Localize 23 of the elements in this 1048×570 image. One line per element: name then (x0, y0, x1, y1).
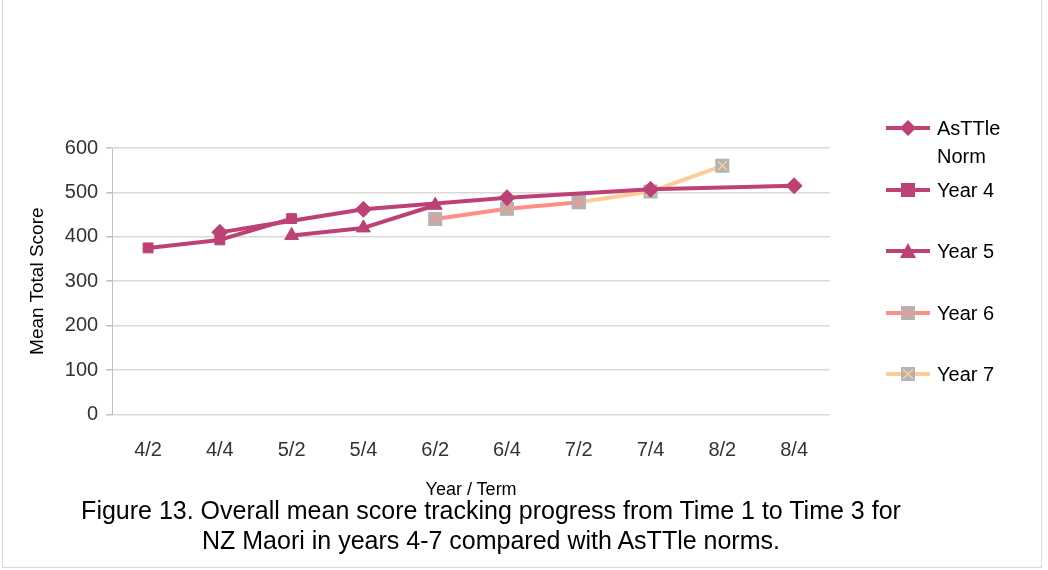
x-tick-label: 7/2 (564, 437, 593, 460)
legend-label: Year 7 (937, 362, 996, 387)
x-tick-label: 4/4 (205, 437, 234, 460)
y-tick-label: 500 (64, 179, 99, 202)
legend-label: AsTTle Norm (937, 116, 1002, 169)
x-tick-label: 5/4 (349, 437, 378, 460)
y-tick-label: 200 (64, 313, 99, 336)
legend-label: Year 6 (937, 300, 996, 326)
x-tick-label: 8/2 (708, 437, 737, 460)
x-tick-label: 4/2 (134, 437, 162, 460)
legend-label: Year 4 (937, 177, 996, 203)
y-tick-label: 300 (64, 268, 99, 291)
y-tick-label: 100 (64, 357, 99, 380)
y-tick-label: 400 (64, 224, 99, 247)
x-tick-label: 5/2 (277, 437, 306, 460)
x-tick-label: 6/2 (421, 437, 450, 460)
y-tick-label: 0 (87, 401, 99, 424)
y-axis-title: Mean Total Score (25, 207, 47, 355)
legend-label: Year 5 (937, 239, 996, 264)
y-tick-label: 600 (64, 135, 99, 158)
x-tick-label: 8/4 (780, 437, 809, 460)
x-tick-label: 6/4 (493, 437, 521, 460)
x-tick-label: 7/4 (636, 437, 665, 460)
